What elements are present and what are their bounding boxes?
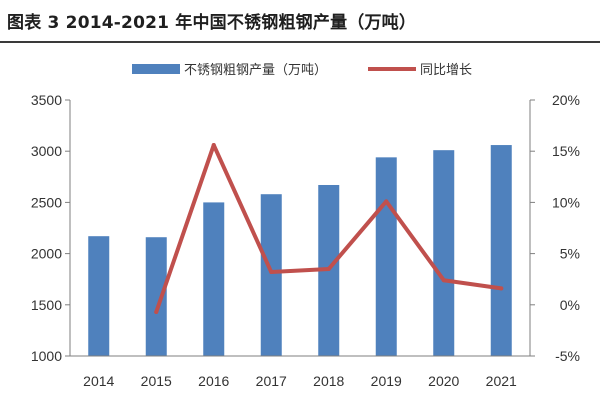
growth-point-2017 [269,270,274,275]
growth-point-2021 [499,286,504,291]
y-left-tick-label: 2000 [31,246,62,262]
x-tick-label: 2018 [313,373,344,389]
bar-2016 [203,202,225,356]
x-tick-label: 2016 [198,373,229,389]
bar-2017 [260,194,282,356]
x-tick-label: 2020 [428,373,459,389]
growth-point-2020 [441,278,446,283]
x-tick-label: 2021 [486,373,517,389]
bar-2020 [433,150,455,356]
y-right-tick-label: 20% [552,92,580,108]
y-left-tick-label: 3500 [31,92,62,108]
x-tick-label: 2017 [256,373,287,389]
legend-line-label: 同比增长 [420,63,472,78]
legend: 不锈钢粗钢产量（万吨） 同比增长 [132,63,472,78]
plot-area: 1000 1500 2000 2500 3000 3500 -5% 0% 5% 10% 15% 20%… [31,92,580,389]
y-right-tick-label: 15% [552,143,580,159]
growth-point-2016 [211,143,216,148]
y-left-tick-label: 1000 [31,348,62,364]
y-left-tick-label: 3000 [31,143,62,159]
growth-point-2019 [384,199,389,204]
legend-bar-label: 不锈钢粗钢产量（万吨） [184,63,327,78]
bar-2015 [145,237,167,356]
y-right-tick-label: 5% [560,246,580,262]
y-right-tick-label: 10% [552,194,580,210]
x-tick-label: 2015 [141,373,172,389]
growth-point-2015 [154,309,159,314]
bar-2021 [490,145,512,356]
y-left-tick-label: 1500 [31,297,62,313]
bar-2019 [375,157,397,356]
bar-2014 [88,236,110,356]
y-right-tick-label: 0% [560,297,580,313]
y-left-tick-label: 2500 [31,194,62,210]
legend-bar-swatch [132,64,180,74]
growth-point-2018 [326,266,331,271]
x-tick-label: 2014 [83,373,114,389]
x-tick-label: 2019 [371,373,402,389]
y-right-tick-label: -5% [555,348,580,364]
chart-title: 图表 3 2014-2021 年中国不锈钢粗钢产量（万吨） [7,13,417,33]
title-divider [0,41,600,43]
